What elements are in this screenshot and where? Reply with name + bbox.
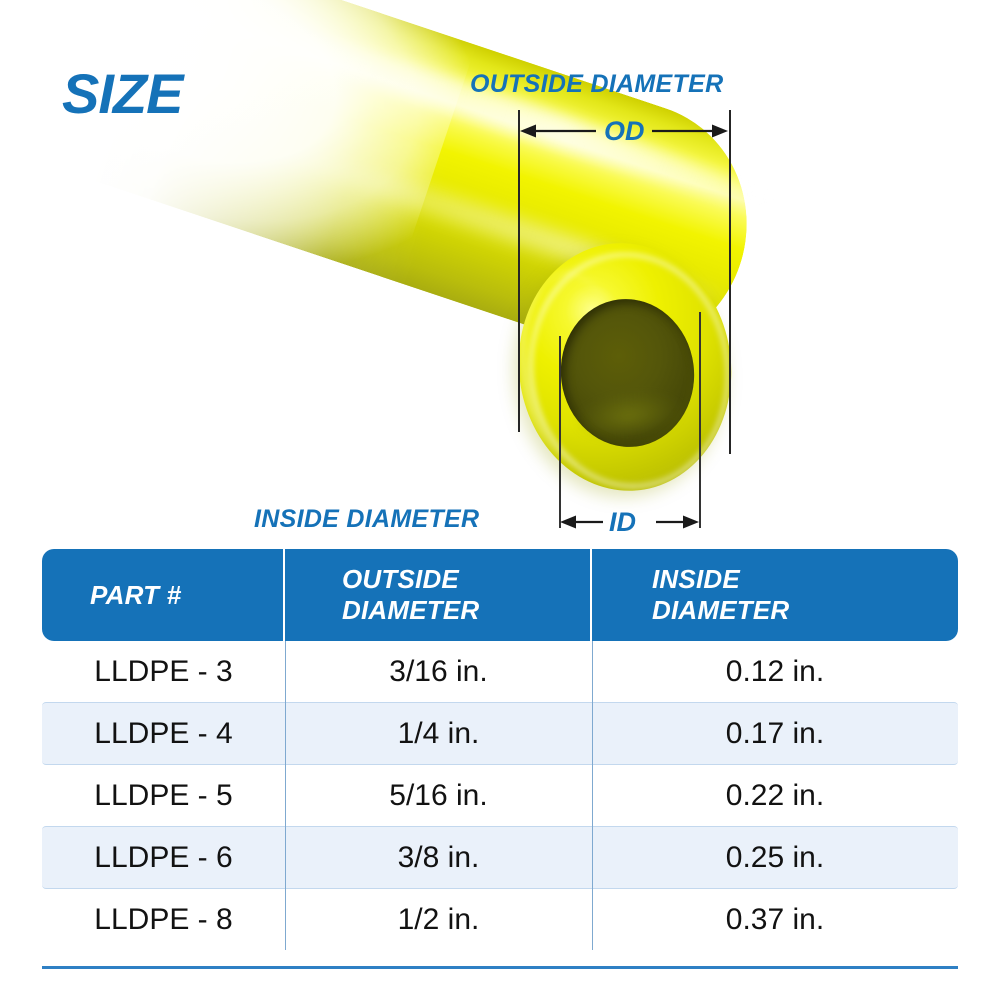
table-row: LLDPE - 3 3/16 in. 0.12 in. [42,641,958,702]
cell-part: LLDPE - 3 [94,654,233,688]
column-header-od-line1: OUTSIDE [342,564,459,595]
cell-part: LLDPE - 6 [94,840,233,874]
cell-inside-diameter: 0.22 in. [725,778,825,812]
column-header-id-line2: DIAMETER [652,595,790,625]
cell-part: LLDPE - 4 [94,716,233,750]
table-header-row: PART # OUTSIDE DIAMETER INSIDE DIAMETER [42,549,958,641]
column-header-od-line2: DIAMETER [342,595,480,625]
od-dimension-arrow [520,124,728,138]
column-rule-1 [285,641,286,950]
table-row: LLDPE - 5 5/16 in. 0.22 in. [42,765,958,826]
header-divider-1 [283,549,285,641]
column-rule-2 [592,641,593,950]
cell-inside-diameter: 0.25 in. [725,840,825,874]
inside-diameter-label: INSIDE DIAMETER [254,505,480,533]
od-extension-line-right [729,110,731,454]
cell-outside-diameter: 1/4 in. [397,716,480,750]
column-header-part: PART # [90,579,182,610]
column-header-inside-diameter: INSIDE DIAMETER [592,549,958,641]
table-row: LLDPE - 6 3/8 in. 0.25 in. [42,826,958,889]
table-row: LLDPE - 8 1/2 in. 0.37 in. [42,889,958,950]
cell-inside-diameter: 0.37 in. [725,902,825,936]
column-header-id-line1: INSIDE [652,564,740,595]
id-dimension-arrow [560,515,699,529]
cell-part: LLDPE - 5 [94,778,233,812]
cell-inside-diameter: 0.17 in. [725,716,825,750]
tubing-illustration: OUTSIDE DIAMETER OD INSIDE DIAMETER ID [77,0,780,537]
cell-outside-diameter: 1/2 in. [397,902,480,936]
outside-diameter-label: OUTSIDE DIAMETER [470,70,724,98]
cell-outside-diameter: 5/16 in. [389,778,488,812]
table-row: LLDPE - 4 1/4 in. 0.17 in. [42,702,958,765]
id-abbrev-label: ID [609,507,636,537]
cell-inside-diameter: 0.12 in. [725,654,825,688]
table-body: LLDPE - 3 3/16 in. 0.12 in. LLDPE - 4 1/… [42,641,958,950]
cell-part: LLDPE - 8 [94,902,233,936]
id-extension-line-right [699,312,701,528]
size-table: PART # OUTSIDE DIAMETER INSIDE DIAMETER … [42,549,958,969]
id-extension-line-left [559,336,561,528]
page-title: SIZE [62,62,183,125]
table-bottom-rule [42,950,958,969]
column-header-outside-diameter: OUTSIDE DIAMETER [285,549,590,641]
od-extension-line-left [518,110,520,432]
cell-outside-diameter: 3/8 in. [397,840,480,874]
header-divider-2 [590,549,592,641]
cell-outside-diameter: 3/16 in. [389,654,488,688]
od-abbrev-label: OD [604,116,645,146]
